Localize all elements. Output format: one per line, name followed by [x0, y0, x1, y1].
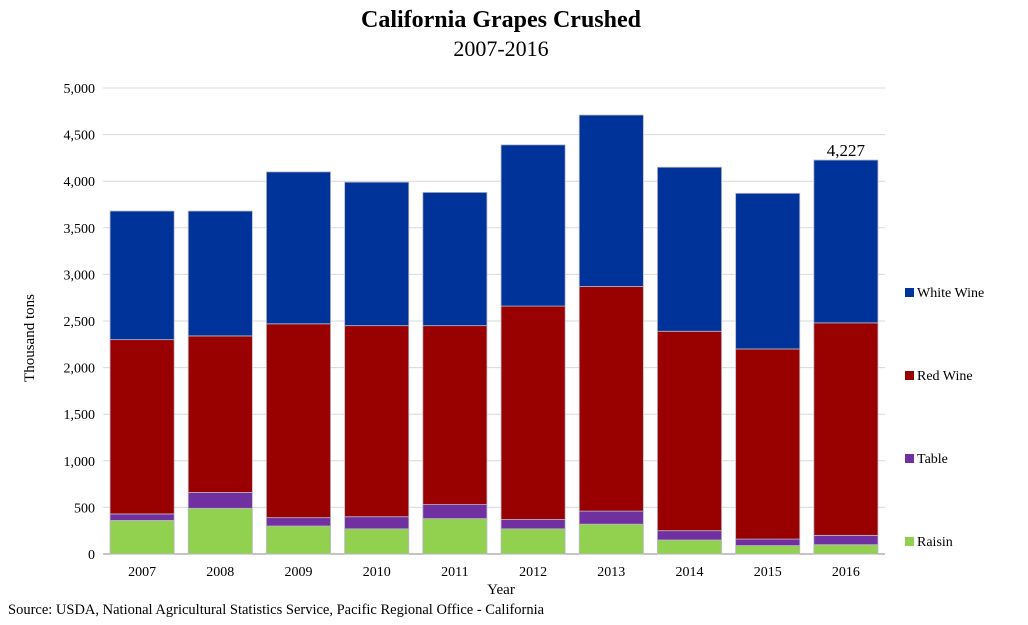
y-tick-label: 2,500 — [64, 315, 96, 330]
bar-table-2014 — [657, 530, 722, 541]
legend-swatch-raisin — [905, 537, 914, 546]
bar-white-wine-2010 — [344, 181, 410, 327]
legend-label: White Wine — [917, 286, 984, 301]
y-axis-ticks: 0 500 1,000 1,500 2,000 2,500 3,000 3,500 4,000 4… — [64, 82, 96, 563]
y-tick-label: 4,000 — [64, 175, 96, 190]
legend-label: Raisin — [917, 535, 953, 550]
y-tick-label: 0 — [88, 548, 95, 563]
y-tick-label: 3,500 — [64, 222, 96, 237]
bar-raisin-2012 — [500, 528, 566, 555]
legend-swatch-white-wine — [905, 288, 914, 297]
bar-raisin-2014 — [657, 539, 722, 555]
bar-white-wine-2016 — [813, 159, 879, 324]
bar-table-2015 — [735, 538, 801, 547]
bar-red-wine-2011 — [422, 325, 488, 506]
bar-red-wine-2010 — [344, 325, 410, 518]
bar-white-wine-2015 — [735, 192, 801, 350]
bar-white-wine-2014 — [657, 166, 722, 332]
data-label-2016: 4,227 — [827, 141, 866, 160]
bar-white-wine-2013 — [578, 114, 644, 287]
x-tick-label: 2014 — [676, 565, 704, 580]
x-axis-ticks: 2007 2008 2009 2010 2011 2012 2013 2014 2015 2016 — [128, 565, 860, 580]
bar-red-wine-2015 — [735, 348, 801, 540]
x-tick-label: 2010 — [363, 565, 391, 580]
bar-table-2013 — [578, 510, 644, 525]
bar-raisin-2010 — [344, 528, 410, 555]
y-tick-label: 5,000 — [64, 82, 96, 97]
x-tick-label: 2008 — [206, 565, 234, 580]
bar-raisin-2011 — [422, 518, 488, 555]
x-tick-label: 2016 — [832, 565, 860, 580]
bar-table-2009 — [266, 517, 331, 527]
legend-swatch-red-wine — [905, 371, 914, 380]
bar-raisin-2013 — [578, 523, 644, 555]
y-tick-label: 1,000 — [64, 455, 96, 470]
bar-red-wine-2013 — [578, 286, 644, 512]
bar-table-2011 — [422, 504, 488, 519]
data-labels: 4,227 — [827, 141, 866, 160]
bar-red-wine-2007 — [109, 339, 175, 515]
bar-raisin-2007 — [109, 520, 175, 555]
legend-swatch-table — [905, 454, 914, 463]
bar-raisin-2015 — [735, 545, 801, 555]
bar-raisin-2016 — [813, 544, 879, 555]
chart-title: California Grapes Crushed — [361, 7, 642, 33]
bar-red-wine-2009 — [266, 323, 331, 519]
bar-table-2012 — [500, 519, 566, 530]
legend-label: Red Wine — [917, 369, 973, 384]
y-axis-title: Thousand tons — [22, 294, 38, 382]
x-tick-label: 2012 — [519, 565, 547, 580]
bar-table-2008 — [187, 492, 253, 509]
x-tick-label: 2009 — [285, 565, 313, 580]
bar-white-wine-2012 — [500, 144, 566, 307]
y-tick-label: 2,000 — [64, 362, 96, 377]
source-note: Source: USDA, National Agricultural Stat… — [8, 602, 545, 618]
bar-white-wine-2011 — [422, 191, 488, 327]
y-tick-label: 1,500 — [64, 408, 96, 423]
bar-white-wine-2009 — [266, 171, 331, 325]
chart-subtitle: 2007-2016 — [453, 36, 548, 61]
bar-table-2007 — [109, 513, 175, 521]
y-tick-label: 500 — [74, 501, 95, 516]
bar-red-wine-2012 — [500, 305, 566, 520]
x-tick-label: 2015 — [754, 565, 782, 580]
bar-red-wine-2014 — [657, 330, 722, 532]
bar-white-wine-2007 — [109, 210, 175, 341]
bar-table-2010 — [344, 516, 410, 530]
x-tick-label: 2011 — [441, 565, 468, 580]
y-tick-label: 3,000 — [64, 268, 96, 283]
bar-red-wine-2016 — [813, 322, 879, 536]
bar-white-wine-2008 — [187, 210, 253, 337]
bar-table-2016 — [813, 534, 879, 546]
bar-raisin-2008 — [187, 507, 253, 555]
legend-label: Table — [917, 452, 948, 467]
bars — [109, 114, 879, 555]
y-tick-label: 4,500 — [64, 129, 96, 144]
x-tick-label: 2007 — [128, 565, 156, 580]
x-tick-label: 2013 — [597, 565, 625, 580]
bar-red-wine-2008 — [187, 335, 253, 493]
legend: White Wine Red Wine Table Raisin — [905, 286, 984, 550]
bar-raisin-2009 — [266, 525, 331, 555]
x-axis-title: Year — [487, 582, 515, 598]
